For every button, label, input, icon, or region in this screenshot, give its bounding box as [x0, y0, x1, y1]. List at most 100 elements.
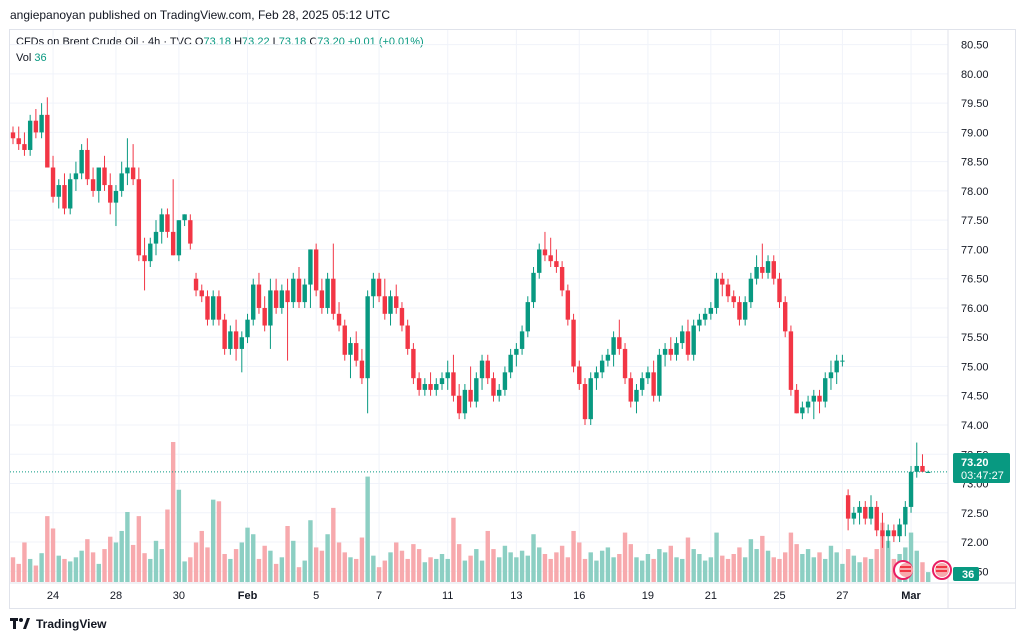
volume-bar	[342, 552, 347, 582]
candle-body	[548, 255, 553, 262]
price-tick-label: 78.50	[961, 157, 989, 169]
volume-bar	[302, 560, 307, 582]
o-label: O	[194, 36, 204, 48]
volume-bar	[680, 558, 685, 582]
volume-bar	[840, 563, 845, 582]
volume-bar	[239, 542, 244, 582]
volume-bar	[474, 549, 479, 582]
candle-body	[760, 267, 765, 273]
candle-body	[811, 395, 816, 402]
candle-body	[119, 173, 124, 191]
volume-bar	[371, 555, 376, 582]
price-tick-label: 74.50	[961, 391, 989, 403]
volume-bar	[926, 572, 931, 582]
volume-bar	[388, 552, 393, 582]
price-tick-label: 76.00	[961, 303, 989, 315]
volume-bar	[422, 562, 428, 582]
candle-body	[554, 261, 559, 267]
economic-event-icon[interactable]	[893, 560, 913, 580]
candle-body	[313, 249, 319, 291]
candle-body	[891, 530, 897, 537]
volume-bar	[336, 542, 342, 582]
volume-bar	[851, 555, 857, 582]
candle-body	[308, 249, 313, 285]
price-tick-label: 75.00	[961, 361, 989, 373]
price-axis[interactable]: 80.50 80.00 79.50 79.00 78.50 78.00 77.50 77.00…	[961, 40, 989, 579]
volume-bar	[771, 557, 776, 582]
time-axis[interactable]: 24 28 30 Feb 5 7 11 13 16 19 21 25 27 Mar	[47, 590, 922, 602]
candle-body	[868, 506, 874, 519]
volume-bar	[588, 552, 593, 582]
volume-bar	[33, 565, 39, 582]
volume-bar	[16, 563, 21, 582]
volume-bar	[251, 534, 256, 582]
footer-brand[interactable]: TradingView	[10, 617, 106, 631]
candle-body	[668, 348, 673, 355]
volume-bar	[68, 561, 73, 582]
volume-tag-value: 36	[962, 569, 974, 581]
economic-event-icon-2[interactable]	[932, 560, 952, 580]
candle-body	[657, 354, 662, 396]
candle-body	[708, 307, 714, 314]
candle-body	[542, 249, 548, 256]
candle-body	[211, 296, 216, 320]
volume-bar	[39, 553, 44, 582]
candle-body	[79, 149, 84, 174]
candle-body	[394, 296, 399, 308]
volume-bar	[113, 542, 119, 582]
volume-bar	[331, 507, 336, 582]
candle-body	[376, 278, 382, 297]
candle-body	[153, 231, 159, 244]
volume-bar	[462, 560, 468, 582]
candle-body	[273, 290, 279, 308]
candle-body	[371, 278, 376, 297]
volume-bar	[296, 567, 302, 582]
volume-bar	[760, 535, 765, 582]
volume-bar	[365, 476, 370, 582]
volume-bar	[611, 557, 616, 582]
volume-bar	[159, 549, 164, 582]
candle-body	[136, 179, 142, 256]
candle-body	[628, 378, 633, 402]
volume-bar	[96, 563, 101, 582]
candle-body	[199, 290, 204, 297]
candle-body	[222, 319, 227, 349]
candle-body	[519, 331, 525, 349]
volume-bar	[577, 542, 582, 582]
candle-body	[582, 384, 588, 420]
vol-label[interactable]: Vol	[16, 52, 32, 64]
volume-bar	[411, 544, 416, 582]
volume-line: Vol 36	[16, 50, 424, 66]
volume-bar	[657, 549, 662, 582]
candle-body	[228, 331, 233, 349]
price-tick-label: 72.00	[961, 537, 989, 549]
volume-bar	[222, 554, 227, 582]
candle-body	[565, 290, 571, 320]
volume-bar	[382, 560, 387, 582]
candle-body	[765, 261, 771, 273]
candle-body	[205, 296, 210, 320]
volume-bar	[737, 547, 742, 582]
volume-bar	[800, 554, 805, 582]
volume-bar	[622, 532, 628, 582]
volume-bar	[914, 550, 919, 582]
candle-body	[857, 506, 862, 513]
volume-bar	[405, 558, 410, 582]
volume-bar	[125, 512, 130, 582]
volume-bar	[788, 532, 794, 582]
volume-bar	[193, 542, 199, 582]
volume-tag-bg	[953, 567, 979, 581]
volume-bar	[485, 530, 490, 582]
candle-body	[571, 319, 576, 367]
volume-bar	[880, 522, 885, 582]
volume-bar	[720, 555, 725, 582]
candle-body	[439, 378, 445, 385]
candle-body	[456, 395, 462, 414]
volume-bar	[199, 530, 204, 582]
volume-bar	[645, 554, 651, 582]
candle-body	[685, 331, 691, 355]
volume-bar	[554, 552, 559, 582]
volume-bar	[394, 542, 399, 582]
volume-bar	[268, 550, 273, 582]
